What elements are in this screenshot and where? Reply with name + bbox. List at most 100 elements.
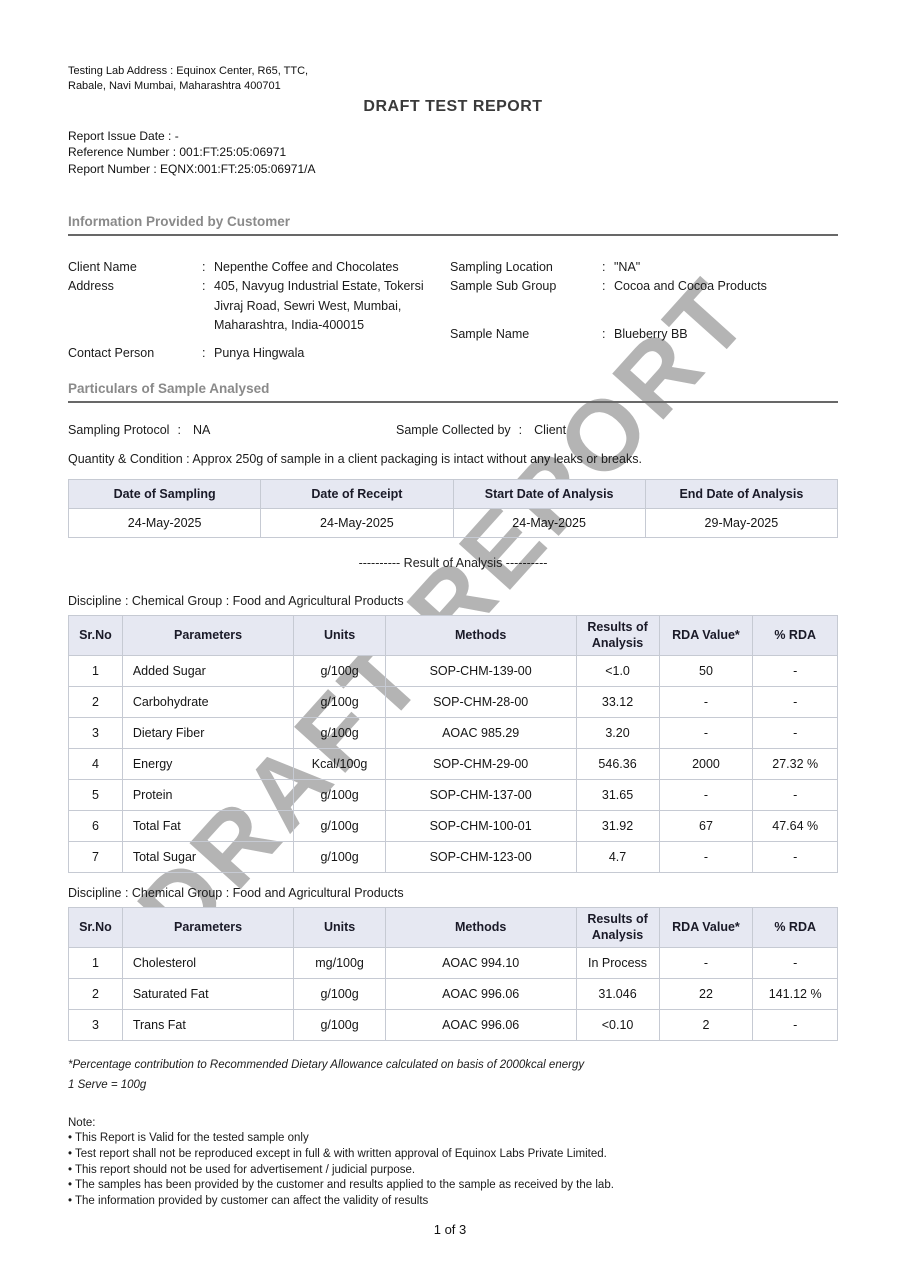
cell-units: Kcal/100g	[293, 748, 386, 781]
cell-srno: 6	[68, 810, 123, 843]
dates-header-start: Start Date of Analysis	[452, 478, 646, 509]
lab-address-line1: Testing Lab Address : Equinox Center, R6…	[68, 65, 309, 77]
dates-header-end: End Date of Analysis	[644, 478, 839, 509]
colon: :	[202, 345, 206, 360]
cell-method: AOAC 996.06	[384, 978, 577, 1011]
colon: :	[518, 422, 523, 437]
header-results: Results of Analysis	[575, 907, 660, 949]
sample-name-value: Blueberry BB	[614, 326, 688, 341]
discipline-line-1: Discipline : Chemical Group : Food and A…	[68, 593, 404, 608]
cell-parameter: Total Fat	[121, 810, 295, 843]
cell-percent-rda: -	[752, 686, 838, 719]
cell-rda: 50	[658, 655, 754, 688]
colon: :	[177, 422, 181, 437]
dates-table-value-row: 24-May-2025 24-May-2025 24-May-2025 29-M…	[67, 507, 839, 538]
sampling-protocol-label: Sampling Protocol	[68, 422, 170, 437]
customer-info-grid: Client Name : Nepenthe Coffee and Chocol…	[68, 258, 838, 363]
start-date-of-analysis: 24-May-2025	[452, 507, 646, 538]
table-row: 2 Carbohydrate g/100g SOP-CHM-28-00 33.1…	[68, 686, 838, 719]
client-name-value: Nepenthe Coffee and Chocolates	[214, 260, 399, 275]
protocol-row: Sampling Protocol : NA Sample Collected …	[68, 423, 838, 437]
cell-percent-rda: -	[752, 947, 838, 980]
cell-method: SOP-CHM-100-01	[384, 810, 577, 843]
cell-method: SOP-CHM-28-00	[384, 686, 577, 719]
cell-result: 546.36	[575, 748, 660, 781]
cell-percent-rda: 141.12 %	[752, 978, 838, 1011]
quantity-condition: Quantity & Condition : Approx 250g of sa…	[68, 451, 642, 466]
cell-rda: 22	[658, 978, 754, 1011]
address-value: 405, Navyug Industrial Estate, Tokersi J…	[214, 279, 424, 333]
header-srno: Sr.No	[68, 614, 123, 657]
table-row: 3 Trans Fat g/100g AOAC 996.06 <0.10 2 -	[68, 1009, 838, 1042]
colon: :	[602, 260, 606, 275]
table-row: 4 Energy Kcal/100g SOP-CHM-29-00 546.36 …	[68, 748, 838, 781]
cell-parameter: Carbohydrate	[121, 686, 295, 719]
cell-units: mg/100g	[293, 947, 386, 980]
results-table-1-header-row: Sr.No Parameters Units Methods Results o…	[68, 614, 838, 657]
table-row: 5 Protein g/100g SOP-CHM-137-00 31.65 - …	[68, 779, 838, 812]
report-content: Testing Lab Address : Equinox Center, R6…	[67, 65, 839, 1208]
cell-percent-rda: 27.32 %	[752, 748, 838, 781]
header-parameters: Parameters	[121, 614, 295, 657]
cell-method: SOP-CHM-139-00	[384, 655, 577, 688]
contact-person-label: Contact Person	[68, 345, 155, 360]
cell-result: In Process	[575, 947, 660, 980]
table-row: 6 Total Fat g/100g SOP-CHM-100-01 31.92 …	[68, 810, 838, 843]
colon: :	[202, 279, 206, 294]
cell-percent-rda: -	[752, 841, 838, 874]
cell-srno: 7	[68, 841, 123, 874]
dates-header-receipt: Date of Receipt	[260, 478, 454, 509]
table-row: 7 Total Sugar g/100g SOP-CHM-123-00 4.7 …	[68, 841, 838, 874]
cell-units: g/100g	[293, 779, 386, 812]
cell-percent-rda: -	[752, 717, 838, 750]
cell-result: <0.10	[575, 1009, 660, 1042]
lab-address-line2: Rabale, Navi Mumbai, Maharashtra 400701	[68, 79, 281, 92]
header-results: Results of Analysis	[575, 614, 660, 657]
cell-rda: -	[658, 841, 754, 874]
sampling-location-value: "NA"	[614, 260, 641, 275]
header-percent-rda: % RDA	[752, 907, 838, 949]
table-row: 3 Dietary Fiber g/100g AOAC 985.29 3.20 …	[68, 717, 838, 750]
table-row: 2 Saturated Fat g/100g AOAC 996.06 31.04…	[68, 978, 838, 1011]
cell-method: AOAC 985.29	[384, 717, 577, 750]
cell-method: AOAC 996.06	[384, 1009, 577, 1042]
cell-method: SOP-CHM-29-00	[384, 748, 577, 781]
cell-parameter: Trans Fat	[121, 1009, 295, 1042]
cell-units: g/100g	[293, 717, 386, 750]
field-sample-collected-by: Sample Collected by : Client	[396, 423, 566, 437]
cell-parameter: Dietary Fiber	[121, 717, 295, 750]
field-address: Address : 405, Navyug Industrial Estate,…	[68, 277, 450, 335]
report-number: Report Number : EQNX:001:FT:25:05:06971/…	[68, 162, 316, 177]
sampling-protocol-value: NA	[192, 422, 211, 437]
report-issue-date: Report Issue Date : -	[68, 128, 179, 143]
end-date-of-analysis: 29-May-2025	[644, 507, 839, 538]
cell-rda: 2000	[658, 748, 754, 781]
cell-percent-rda: -	[752, 655, 838, 688]
date-of-receipt: 24-May-2025	[260, 507, 454, 538]
results-table-1: Sr.No Parameters Units Methods Results o…	[68, 614, 838, 874]
cell-units: g/100g	[293, 1009, 386, 1042]
note-block: Note: • This Report is Valid for the tes…	[68, 1116, 838, 1208]
field-sampling-protocol: Sampling Protocol : NA	[68, 423, 396, 437]
header-rda-value: RDA Value*	[658, 907, 754, 949]
cell-srno: 3	[68, 717, 123, 750]
date-of-sampling: 24-May-2025	[67, 507, 262, 538]
customer-info-right: Sampling Location : "NA" Sample Sub Grou…	[450, 258, 838, 363]
results-table-2: Sr.No Parameters Units Methods Results o…	[68, 907, 838, 1042]
sample-collected-by-value: Client	[534, 422, 567, 437]
header-rda-value: RDA Value*	[658, 614, 754, 657]
cell-result: 31.046	[575, 978, 660, 1011]
field-sample-name: Sample Name : Blueberry BB	[450, 325, 838, 344]
note-item: • This report should not be used for adv…	[68, 1163, 416, 1176]
cell-srno: 3	[68, 1009, 123, 1042]
colon: :	[202, 260, 206, 275]
cell-result: 31.65	[575, 779, 660, 812]
cell-parameter: Added Sugar	[121, 655, 295, 688]
field-sample-sub-group: Sample Sub Group : Cocoa and Cocoa Produ…	[450, 277, 838, 296]
cell-srno: 2	[68, 978, 123, 1011]
contact-person-value: Punya Hingwala	[214, 345, 305, 360]
note-item: • The information provided by customer c…	[68, 1194, 429, 1207]
cell-rda: -	[658, 717, 754, 750]
sample-name-label: Sample Name	[450, 326, 530, 341]
